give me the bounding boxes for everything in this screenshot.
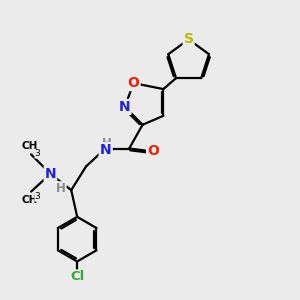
Text: N: N — [119, 100, 130, 114]
Text: H: H — [56, 182, 66, 195]
Text: Cl: Cl — [70, 270, 84, 284]
Text: N: N — [100, 143, 111, 157]
Text: O: O — [147, 145, 159, 158]
Text: S: S — [184, 32, 194, 46]
Text: CH: CH — [21, 195, 38, 205]
Text: H: H — [102, 137, 112, 150]
Text: 3: 3 — [35, 149, 41, 158]
Text: O: O — [128, 76, 140, 90]
Text: 3: 3 — [35, 193, 41, 202]
Text: N: N — [45, 167, 56, 181]
Text: CH: CH — [21, 142, 38, 152]
